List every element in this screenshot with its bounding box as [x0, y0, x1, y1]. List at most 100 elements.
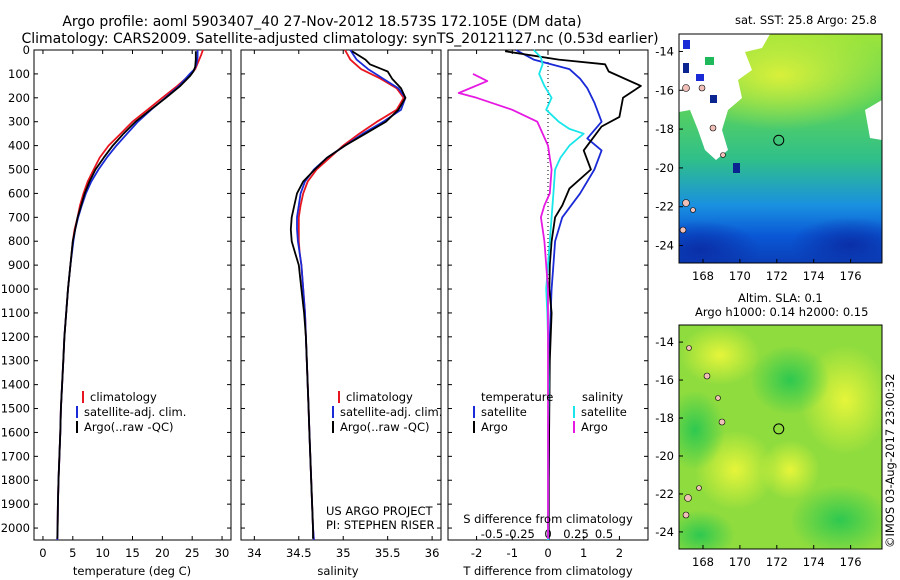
salinity-x-axis: 34 34.5 35 35.5 36 [247, 50, 439, 560]
legend-t-satellite: satellite [481, 405, 527, 419]
lon-tick-label: 170 [729, 269, 751, 283]
x-tick-label: 36 [425, 546, 440, 560]
cloud-mask-region [679, 34, 770, 160]
temperature-x-label: temperature (deg C) [73, 564, 191, 578]
depth-tick-label: 1200 [1, 330, 30, 344]
x-tick-label: 25 [185, 546, 200, 560]
lat-tick-label: -24 [655, 239, 674, 253]
legend-salinity-title: salinity [582, 390, 623, 404]
x-tick-label: -1 [507, 546, 518, 560]
depth-tick-label: 1600 [1, 425, 30, 439]
difference-profile-panel: -2 -1 0 1 2 -0.5 -0.25 0 0.25 0.5 S difference f… [447, 49, 649, 578]
s-diff-tick-label: 0.25 [563, 527, 589, 541]
sst-lat-ticks: -14 -16 -18 -20 -22 -24 [655, 44, 683, 253]
x-tick-label: 0 [39, 546, 46, 560]
island [679, 226, 687, 234]
depth-tick-label: 600 [8, 186, 30, 200]
cool-water-patch [679, 220, 760, 263]
lat-tick-label: -14 [655, 335, 674, 349]
x-tick-label: 35.5 [375, 546, 401, 560]
island [682, 511, 690, 519]
lon-tick-label: 176 [840, 555, 862, 569]
depth-axis: 0 100 200 300 400 500 600 700 800 900 1000 1100 1200… [1, 43, 231, 535]
lon-tick-label: 168 [692, 269, 714, 283]
lon-tick-label: 170 [729, 555, 751, 569]
lat-tick-label: -18 [655, 122, 674, 136]
depth-tick-label: 2000 [1, 521, 30, 535]
sla-low-patch [750, 345, 830, 415]
argo-float-position-marker [773, 134, 785, 146]
island [703, 372, 711, 380]
sla-lon-ticks: 168 170 172 174 176 [692, 545, 862, 569]
difference-series [457, 49, 642, 540]
island [686, 345, 692, 351]
x-tick-label: 5 [69, 546, 76, 560]
series-line [504, 50, 642, 539]
series-line [297, 49, 405, 541]
depth-tick-label: 300 [8, 115, 30, 129]
series-line [56, 49, 204, 541]
sla-low-patch [790, 485, 882, 549]
sst-map-frame [678, 33, 883, 264]
legend-climatology: climatology [90, 390, 157, 404]
lon-tick-label: 172 [766, 555, 788, 569]
salinity-series [289, 49, 407, 541]
x-tick-label: 1 [580, 546, 587, 560]
temperature-legend: climatology satellite-adj. clim. Argo(..… [76, 390, 186, 434]
island [682, 199, 690, 207]
x-tick-label: 0 [544, 546, 551, 560]
depth-tick-label: 800 [8, 234, 30, 248]
sla-map-frame [678, 324, 883, 550]
sla-lat-ticks: -14 -16 -18 -20 -22 -24 [655, 335, 683, 539]
sla-map: Altim. SLA: 0.1 Argo h1000: 0.14 h2000: … [655, 291, 883, 569]
lat-tick-label: -22 [655, 200, 674, 214]
legend-s-argo: Argo [581, 420, 608, 434]
sla-low-patch [679, 390, 725, 470]
depth-tick-label: 700 [8, 210, 30, 224]
s-diff-tick-label: 0.5 [595, 527, 613, 541]
cloud-mask-region [865, 100, 882, 140]
lon-tick-label: 176 [840, 269, 862, 283]
lon-tick-label: 174 [803, 555, 825, 569]
series-line [56, 50, 199, 541]
cloud-mask-cell [683, 40, 690, 49]
lat-tick-label: -18 [655, 411, 674, 425]
legend-satellite: satellite-adj. clim. [84, 405, 186, 419]
figure-title-line2: Climatology: CARS2009. Satellite-adjuste… [21, 31, 658, 47]
depth-tick-label: 0 [23, 43, 30, 57]
x-tick-label: 30 [215, 546, 230, 560]
lat-tick-label: -16 [655, 373, 674, 387]
island [698, 84, 706, 92]
pi-label: PI: STEPHEN RISER [326, 518, 435, 532]
sla-map-title-line2: Argo h1000: 0.14 h2000: 0.15 [695, 305, 868, 319]
cloud-mask-cell [696, 74, 704, 81]
legend-climatology: climatology [346, 390, 413, 404]
depth-tick-label: 1500 [1, 402, 30, 416]
depth-tick-label: 1000 [1, 282, 30, 296]
s-difference-label: S difference from climatology [463, 512, 633, 526]
island [718, 418, 726, 426]
island [696, 485, 702, 491]
depth-tick-label: 1100 [1, 306, 30, 320]
series-line [296, 49, 407, 541]
lon-tick-label: 168 [692, 555, 714, 569]
island [682, 84, 690, 92]
island [709, 124, 717, 132]
legend-t-argo: Argo [481, 420, 508, 434]
temperature-x-axis: 0 5 10 15 20 25 30 [39, 50, 229, 560]
salinity-axes-frame [240, 49, 442, 541]
sla-field [679, 325, 882, 549]
legend-temperature-title: temperature [481, 390, 553, 404]
s-diff-tick-label: -0.5 [481, 527, 503, 541]
salinity-profile-panel: 34 34.5 35 35.5 36 salinity climatology sate… [240, 49, 442, 578]
difference-x-axis: -2 -1 0 1 2 [471, 50, 623, 560]
x-tick-label: -2 [471, 546, 482, 560]
x-tick-label: 15 [125, 546, 140, 560]
lat-tick-label: -20 [655, 449, 674, 463]
series-line [515, 49, 603, 540]
figure-title-line1: Argo profile: aoml 5903407_40 27-Nov-201… [62, 14, 581, 30]
difference-legend: temperature satellite Argo salinity sate… [473, 390, 627, 434]
difference-depth-ticks [448, 49, 648, 529]
x-tick-label: 2 [616, 546, 623, 560]
